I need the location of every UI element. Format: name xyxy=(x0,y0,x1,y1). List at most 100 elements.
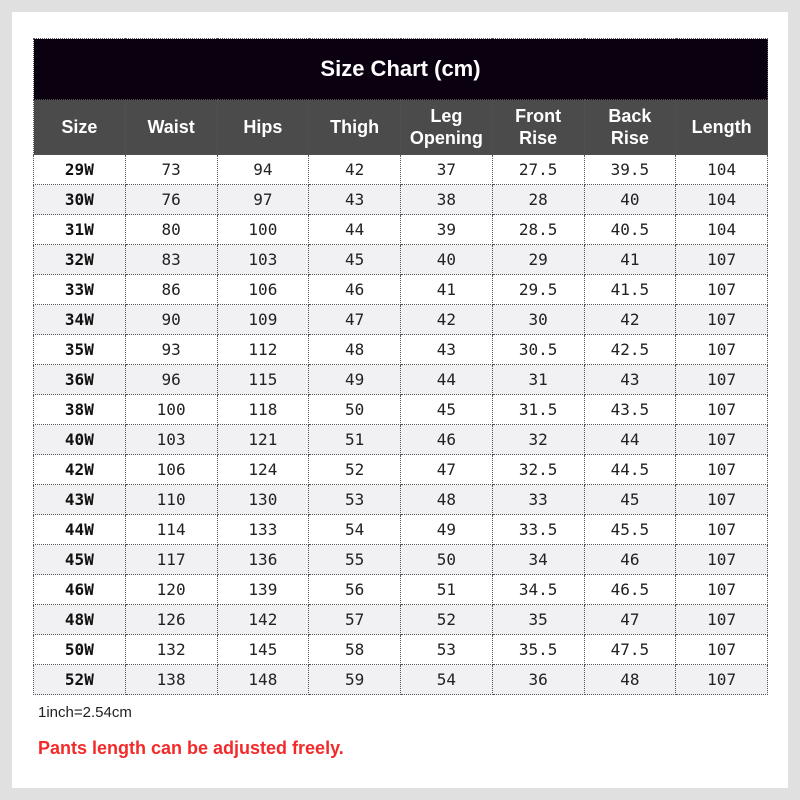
table-row: 31W 80 100 44 39 28.5 40.5 104 xyxy=(33,214,768,245)
value-cell: 103 xyxy=(216,244,310,275)
size-cell: 34W xyxy=(33,304,126,335)
value-cell: 47 xyxy=(308,304,401,335)
column-header: Front Rise xyxy=(491,99,585,155)
table-row: 48W 126 142 57 52 35 47 107 xyxy=(33,604,768,635)
value-cell: 47 xyxy=(400,454,493,485)
value-cell: 41.5 xyxy=(583,274,677,305)
value-cell: 107 xyxy=(675,424,768,455)
value-cell: 107 xyxy=(675,664,768,695)
value-cell: 107 xyxy=(675,604,768,635)
size-cell: 46W xyxy=(33,574,126,605)
size-cell: 31W xyxy=(33,214,126,245)
value-cell: 27.5 xyxy=(491,154,585,185)
value-cell: 41 xyxy=(583,244,677,275)
table-row: 35W 93 112 48 43 30.5 42.5 107 xyxy=(33,334,768,365)
size-cell: 43W xyxy=(33,484,126,515)
value-cell: 49 xyxy=(400,514,493,545)
value-cell: 36 xyxy=(491,664,585,695)
table-row: 44W 114 133 54 49 33.5 45.5 107 xyxy=(33,514,768,545)
value-cell: 107 xyxy=(675,634,768,665)
value-cell: 32.5 xyxy=(491,454,585,485)
value-cell: 29 xyxy=(491,244,585,275)
value-cell: 42.5 xyxy=(583,334,677,365)
value-cell: 106 xyxy=(216,274,310,305)
value-cell: 34 xyxy=(491,544,585,575)
value-cell: 35.5 xyxy=(491,634,585,665)
value-cell: 83 xyxy=(124,244,218,275)
value-cell: 132 xyxy=(124,634,218,665)
value-cell: 107 xyxy=(675,484,768,515)
value-cell: 96 xyxy=(124,364,218,395)
size-cell: 42W xyxy=(33,454,126,485)
value-cell: 43 xyxy=(308,184,401,215)
value-cell: 100 xyxy=(216,214,310,245)
table-row: 34W 90 109 47 42 30 42 107 xyxy=(33,304,768,335)
value-cell: 45 xyxy=(308,244,401,275)
value-cell: 76 xyxy=(124,184,218,215)
size-cell: 35W xyxy=(33,334,126,365)
size-cell: 50W xyxy=(33,634,126,665)
value-cell: 107 xyxy=(675,274,768,305)
table-row: 30W 76 97 43 38 28 40 104 xyxy=(33,184,768,215)
size-cell: 48W xyxy=(33,604,126,635)
size-cell: 38W xyxy=(33,394,126,425)
size-cell: 30W xyxy=(33,184,126,215)
value-cell: 86 xyxy=(124,274,218,305)
value-cell: 52 xyxy=(400,604,493,635)
value-cell: 47.5 xyxy=(583,634,677,665)
value-cell: 90 xyxy=(124,304,218,335)
value-cell: 28 xyxy=(491,184,585,215)
column-header: Hips xyxy=(216,99,310,155)
value-cell: 55 xyxy=(308,544,401,575)
value-cell: 59 xyxy=(308,664,401,695)
value-cell: 44 xyxy=(400,364,493,395)
table-row: 29W 73 94 42 37 27.5 39.5 104 xyxy=(33,154,768,185)
table-row: 32W 83 103 45 40 29 41 107 xyxy=(33,244,768,275)
table-row: 36W 96 115 49 44 31 43 107 xyxy=(33,364,768,395)
size-cell: 33W xyxy=(33,274,126,305)
value-cell: 120 xyxy=(124,574,218,605)
value-cell: 97 xyxy=(216,184,310,215)
value-cell: 148 xyxy=(216,664,310,695)
size-cell: 44W xyxy=(33,514,126,545)
value-cell: 50 xyxy=(400,544,493,575)
value-cell: 47 xyxy=(583,604,677,635)
value-cell: 136 xyxy=(216,544,310,575)
value-cell: 107 xyxy=(675,334,768,365)
value-cell: 145 xyxy=(216,634,310,665)
value-cell: 80 xyxy=(124,214,218,245)
value-cell: 52 xyxy=(308,454,401,485)
value-cell: 33.5 xyxy=(491,514,585,545)
table-row: 40W 103 121 51 46 32 44 107 xyxy=(33,424,768,455)
value-cell: 107 xyxy=(675,454,768,485)
value-cell: 46 xyxy=(583,544,677,575)
column-header: Back Rise xyxy=(583,99,677,155)
size-cell: 52W xyxy=(33,664,126,695)
table-row: 33W 86 106 46 41 29.5 41.5 107 xyxy=(33,274,768,305)
value-cell: 37 xyxy=(400,154,493,185)
table-row: 45W 117 136 55 50 34 46 107 xyxy=(33,544,768,575)
value-cell: 104 xyxy=(675,154,768,185)
value-cell: 34.5 xyxy=(491,574,585,605)
value-cell: 49 xyxy=(308,364,401,395)
value-cell: 51 xyxy=(308,424,401,455)
value-cell: 39.5 xyxy=(583,154,677,185)
header-row: Size Waist Hips Thigh Leg Opening Front Rise B… xyxy=(33,99,768,155)
value-cell: 44 xyxy=(308,214,401,245)
value-cell: 106 xyxy=(124,454,218,485)
value-cell: 115 xyxy=(216,364,310,395)
value-cell: 40.5 xyxy=(583,214,677,245)
table-row: 42W 106 124 52 47 32.5 44.5 107 xyxy=(33,454,768,485)
value-cell: 126 xyxy=(124,604,218,635)
value-cell: 107 xyxy=(675,514,768,545)
value-cell: 117 xyxy=(124,544,218,575)
value-cell: 42 xyxy=(400,304,493,335)
value-cell: 53 xyxy=(400,634,493,665)
value-cell: 107 xyxy=(675,544,768,575)
column-header: Length xyxy=(675,99,768,155)
value-cell: 38 xyxy=(400,184,493,215)
value-cell: 54 xyxy=(308,514,401,545)
value-cell: 46.5 xyxy=(583,574,677,605)
value-cell: 58 xyxy=(308,634,401,665)
column-header: Waist xyxy=(124,99,218,155)
